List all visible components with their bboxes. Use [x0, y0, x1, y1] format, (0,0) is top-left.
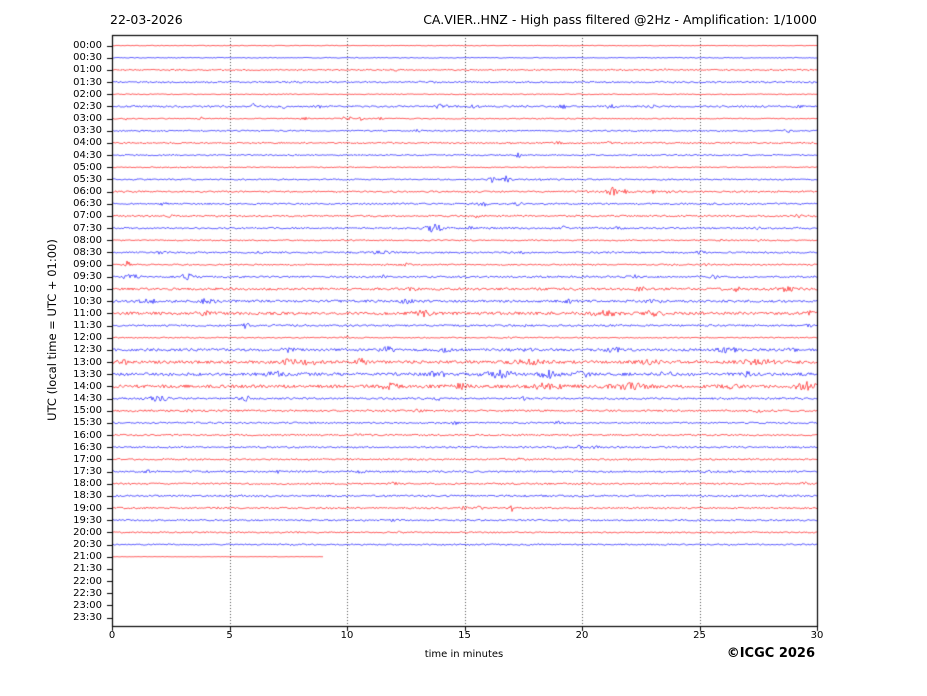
y-tick-label: 09:00	[73, 259, 102, 271]
y-tick-label: 12:00	[73, 332, 102, 344]
x-tick-label: 15	[458, 630, 471, 641]
y-tick-label: 18:00	[73, 478, 102, 490]
y-tick-label: 00:00	[73, 40, 102, 52]
y-tick-label: 06:30	[73, 198, 102, 210]
x-tick-label: 20	[575, 630, 589, 641]
y-tick-label: 03:00	[73, 113, 102, 125]
y-tick-label: 14:00	[73, 380, 102, 392]
y-tick-label: 13:00	[73, 356, 102, 368]
x-tick-label: 25	[693, 630, 706, 641]
y-tick-label: 21:30	[73, 563, 102, 575]
y-tick-label: 22:00	[73, 575, 102, 587]
y-tick-label: 23:00	[73, 599, 102, 611]
x-tick-label: 30	[810, 630, 824, 641]
y-tick-label: 04:30	[73, 149, 102, 161]
y-tick-label: 16:30	[73, 441, 102, 453]
y-tick-label: 19:30	[73, 514, 102, 526]
y-tick-label: 02:00	[73, 88, 102, 100]
date-label: 22-03-2026	[110, 12, 183, 27]
y-tick-label: 22:30	[73, 587, 102, 599]
y-tick-label: 16:00	[73, 429, 102, 441]
y-tick-label: 01:00	[73, 64, 102, 76]
y-tick-label: 21:00	[73, 551, 102, 563]
plot-title: CA.VIER..HNZ - High pass filtered @2Hz -…	[423, 12, 817, 27]
y-tick-label: 02:30	[73, 100, 102, 112]
y-tick-label: 13:30	[73, 368, 102, 380]
y-tick-label: 04:00	[73, 137, 102, 149]
y-tick-label: 10:30	[73, 295, 102, 307]
y-tick-label: 23:30	[73, 612, 102, 624]
y-tick-label: 08:00	[73, 234, 102, 246]
copyright-label: ©ICGC 2026	[726, 646, 815, 661]
y-tick-label: 20:30	[73, 539, 102, 551]
y-tick-label: 07:30	[73, 222, 102, 234]
y-tick-label: 15:30	[73, 417, 102, 429]
y-tick-label: 20:00	[73, 526, 102, 538]
y-tick-label: 03:30	[73, 125, 102, 137]
y-tick-label: 17:00	[73, 453, 102, 465]
y-tick-label: 12:30	[73, 344, 102, 356]
y-tick-label: 08:30	[73, 246, 102, 258]
y-tick-label: 07:00	[73, 210, 102, 222]
y-tick-label: 05:00	[73, 161, 102, 173]
y-tick-label: 11:00	[73, 307, 102, 319]
y-tick-label: 14:30	[73, 393, 102, 405]
x-tick-label: 5	[226, 630, 233, 641]
x-axis-label: time in minutes	[424, 649, 504, 660]
y-tick-label: 19:00	[73, 502, 102, 514]
y-tick-label: 09:30	[73, 271, 102, 283]
y-tick-label: 10:00	[73, 283, 102, 295]
y-tick-label: 05:30	[73, 173, 102, 185]
y-tick-label: 17:30	[73, 466, 102, 478]
y-tick-label: 00:30	[73, 52, 102, 64]
y-tick-label: 11:30	[73, 320, 102, 331]
y-tick-label: 18:30	[73, 490, 102, 502]
y-tick-label: 01:30	[73, 76, 102, 88]
y-tick-label: 15:00	[73, 405, 102, 417]
x-tick-label: 10	[340, 630, 354, 641]
x-tick-label: 0	[108, 630, 116, 641]
y-tick-label: 06:00	[73, 186, 102, 198]
